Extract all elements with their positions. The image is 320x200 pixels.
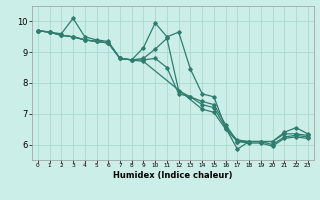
X-axis label: Humidex (Indice chaleur): Humidex (Indice chaleur)	[113, 171, 233, 180]
